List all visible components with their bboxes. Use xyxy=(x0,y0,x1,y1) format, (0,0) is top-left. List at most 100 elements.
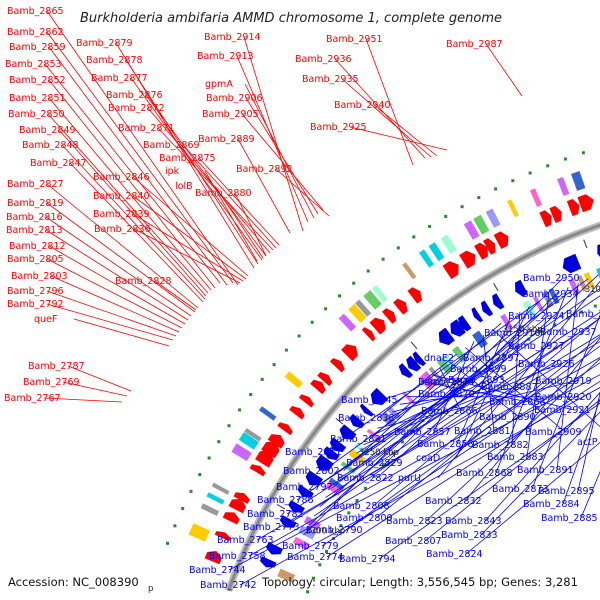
category-block xyxy=(244,428,262,442)
forward-gene-arrow xyxy=(222,512,240,525)
gene-label: purU xyxy=(398,473,421,484)
gene-label: Bamb_2910 xyxy=(484,328,541,339)
category-block xyxy=(281,563,298,574)
gene-label: lolB xyxy=(175,181,193,192)
track-dot xyxy=(391,451,395,455)
gene-label: Bamb_2831 xyxy=(330,434,387,445)
track-dot xyxy=(284,348,288,352)
forward-gene-arrow xyxy=(204,551,222,565)
callout-line xyxy=(465,442,600,555)
callout-line xyxy=(321,362,600,547)
reverse-gene-arrow xyxy=(266,542,283,555)
category-block xyxy=(348,303,367,323)
reverse-gene-arrow xyxy=(398,363,413,379)
gene-label: Bamb_2790 xyxy=(306,525,363,536)
callout-line xyxy=(46,183,199,309)
gene-label: Bamb_2758 xyxy=(209,551,266,562)
callout-line xyxy=(377,353,457,419)
gene-label: Bamb_2802 xyxy=(283,466,340,477)
callout-line xyxy=(204,170,258,262)
callout-line xyxy=(47,113,209,294)
track-dot xyxy=(310,320,314,324)
callout-line xyxy=(376,274,599,479)
category-block xyxy=(355,299,372,317)
forward-gene-arrow xyxy=(298,394,314,408)
forward-gene-arrow xyxy=(310,379,326,395)
callout-line xyxy=(48,245,186,325)
gene-label: Bamb_2871 xyxy=(118,123,175,134)
callout-line xyxy=(431,374,575,411)
track-dot xyxy=(460,205,464,209)
gene-label: Bamb_2787 xyxy=(28,361,85,372)
category-block xyxy=(188,527,208,542)
reverse-gene-arrow xyxy=(349,413,365,429)
callout-line xyxy=(132,176,249,277)
gene-label: actP xyxy=(577,437,598,448)
forward-gene-arrow xyxy=(474,242,488,260)
track-dot xyxy=(189,489,193,493)
gene-label: Bamb_2840 xyxy=(93,191,150,202)
gene-label: Bamb_2850 xyxy=(8,109,65,120)
tick-label: 3200 kbp xyxy=(428,378,468,388)
gene-label: Bamb_2935 xyxy=(302,74,359,85)
gene-label: Bamb_2857 xyxy=(394,427,451,438)
callout-line xyxy=(399,386,522,405)
category-block xyxy=(440,234,457,254)
track-dot xyxy=(432,408,436,412)
category-block xyxy=(363,290,382,310)
track-dot xyxy=(444,214,448,218)
callout-line xyxy=(236,55,309,223)
callout-line xyxy=(495,287,569,474)
reverse-gene-arrow xyxy=(305,470,323,486)
reverse-gene-arrow xyxy=(562,255,578,274)
callout-line xyxy=(433,341,475,433)
scale-ticks: 3300 kbp 3250 kbp 3200 kbp 3150 kbp 3100 kbp… xyxy=(276,239,600,537)
callout-line xyxy=(61,144,206,300)
tick-mark xyxy=(583,239,588,249)
callout-line xyxy=(482,334,495,432)
reverse-gene-arrow xyxy=(406,355,422,372)
callout-line xyxy=(46,303,174,341)
gene-label: Bamb_2803 xyxy=(11,271,68,282)
reverse-gene-arrow xyxy=(297,484,314,498)
callout-line xyxy=(237,138,291,234)
gene-label: ipk xyxy=(165,166,180,177)
callout-line xyxy=(455,306,530,459)
gene-label: Bamb_2906 xyxy=(206,93,263,104)
forward-gene-arrow xyxy=(407,287,422,304)
callout-line xyxy=(133,228,241,284)
gene-label: Bamb_2779 xyxy=(282,541,339,552)
category-block xyxy=(211,482,230,495)
gene-label: Bamb_2742 xyxy=(200,580,257,591)
callout-line xyxy=(480,411,600,536)
callout-line xyxy=(44,63,221,284)
gene-label: Bamb_2832 xyxy=(425,496,482,507)
gene-label: Bamb_2921 xyxy=(534,405,591,416)
gene-label: Bamb_2865 xyxy=(7,6,64,17)
callout-line xyxy=(369,322,502,440)
callout-line xyxy=(45,229,189,321)
gene-label: Bamb_2853 xyxy=(5,59,62,70)
track-dot xyxy=(166,541,169,545)
tick-mark xyxy=(493,283,499,292)
track-dot xyxy=(511,179,515,183)
track-dot xyxy=(227,424,231,428)
forward-gene-arrow xyxy=(317,372,333,387)
gene-label: Bamb_2838 xyxy=(338,413,395,424)
callout-line xyxy=(48,46,228,286)
category-block xyxy=(541,290,554,308)
gene-label: Bamb_2873 xyxy=(492,484,549,495)
gene-label: Bamb_2889 xyxy=(198,134,255,145)
category-block xyxy=(419,249,434,268)
gene-label: coaD xyxy=(416,453,440,464)
callout-line xyxy=(132,195,247,280)
gene-label: Bamb_2914 xyxy=(204,32,261,43)
reverse-gene-arrow xyxy=(597,244,600,257)
callout-line xyxy=(132,213,244,282)
track-dot xyxy=(306,590,310,594)
gene-label: Bamb_2913 xyxy=(197,51,254,62)
reverse-gene-arrow xyxy=(370,387,389,406)
callout-line xyxy=(556,282,579,471)
track-dot xyxy=(325,550,328,553)
